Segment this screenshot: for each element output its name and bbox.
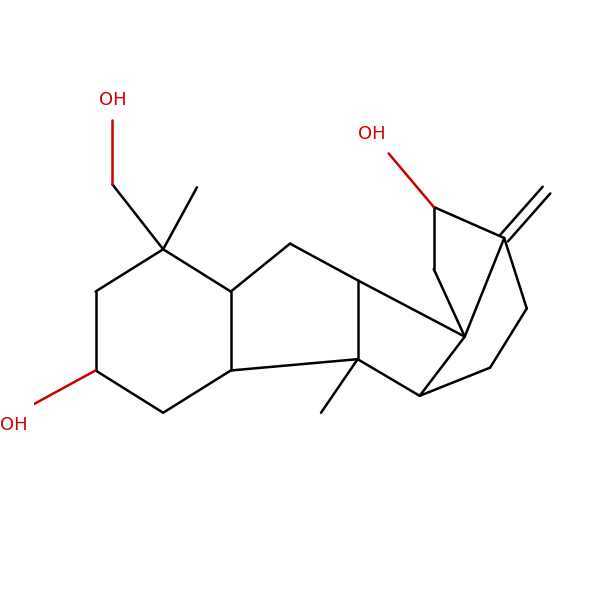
Text: OH: OH [0,416,28,434]
Text: OH: OH [98,91,126,109]
Text: OH: OH [358,125,386,143]
